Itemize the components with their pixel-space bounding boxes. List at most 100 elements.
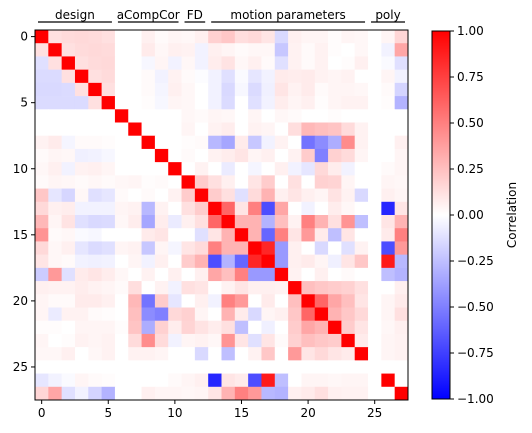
heatmap-cell [394, 386, 409, 401]
heatmap-cell [114, 109, 129, 123]
heatmap-cell [194, 360, 209, 374]
heatmap-cell [181, 82, 196, 97]
heatmap-cell [354, 30, 369, 44]
heatmap-cell [234, 254, 249, 269]
heatmap-cell [328, 347, 342, 361]
heatmap-cell [114, 294, 129, 308]
heatmap-cell [368, 56, 382, 71]
y-tick-label: 20 [13, 294, 28, 308]
heatmap-cell [248, 188, 262, 203]
x-tick-label: 5 [104, 406, 112, 420]
heatmap-cell [128, 267, 142, 282]
heatmap-cell [208, 294, 222, 308]
heatmap-cell [341, 267, 356, 282]
heatmap-cell [341, 175, 356, 189]
heatmap-cell [101, 360, 116, 374]
heatmap-cell [354, 188, 369, 203]
heatmap-cell [301, 228, 316, 242]
heatmap-cell [114, 162, 129, 176]
heatmap-cell [88, 122, 103, 137]
heatmap-cell [301, 241, 316, 256]
heatmap-cell [354, 148, 369, 163]
heatmap-cell [234, 386, 249, 401]
heatmap-cell [368, 228, 382, 242]
heatmap-cell [354, 201, 369, 216]
heatmap-cell [328, 56, 342, 71]
heatmap-cell [61, 122, 76, 137]
heatmap-cell [101, 201, 116, 216]
heatmap-cell [181, 241, 196, 256]
heatmap-cell [221, 69, 236, 84]
heatmap-cell [354, 56, 369, 71]
heatmap-cell [301, 267, 316, 282]
heatmap-cell [168, 109, 182, 123]
heatmap-cell [74, 360, 89, 374]
heatmap-cell [328, 43, 342, 57]
heatmap-cell [234, 148, 249, 163]
heatmap-cell [394, 30, 409, 44]
heatmap-cell [381, 109, 396, 123]
heatmap-cell [74, 386, 89, 401]
heatmap-cell [301, 109, 316, 123]
heatmap-cell [261, 148, 276, 163]
heatmap-cell [141, 307, 156, 322]
heatmap-cell [74, 254, 89, 269]
heatmap-cell [368, 215, 382, 229]
heatmap-cell [141, 188, 156, 203]
heatmap-cell [61, 347, 76, 361]
heatmap-cell [274, 69, 289, 84]
heatmap-cell [35, 281, 49, 295]
heatmap-cell [221, 162, 236, 176]
heatmap-cell [74, 281, 89, 295]
heatmap-cell [314, 109, 329, 123]
heatmap-cell [194, 82, 209, 97]
heatmap-cell [234, 175, 249, 189]
heatmap-cell [88, 320, 103, 335]
heatmap-cell [128, 228, 142, 242]
heatmap-cell [368, 307, 382, 322]
heatmap-cell [368, 333, 382, 348]
heatmap-cell [248, 241, 262, 256]
heatmap-cell [141, 69, 156, 84]
heatmap-cell [154, 96, 169, 110]
heatmap-cell [314, 281, 329, 295]
heatmap-cell [354, 241, 369, 256]
heatmap-cell [261, 30, 276, 44]
heatmap-cell [368, 43, 382, 57]
heatmap-cell [248, 333, 262, 348]
heatmap-cell [314, 148, 329, 163]
heatmap-cell [221, 82, 236, 97]
heatmap-cell [314, 333, 329, 348]
heatmap-cell [328, 148, 342, 163]
heatmap-cell [288, 122, 302, 137]
heatmap-cell [48, 188, 63, 203]
group-label: aCompCor [117, 8, 180, 22]
heatmap-cell [328, 122, 342, 137]
heatmap-cell [101, 96, 116, 110]
heatmap-cell [168, 201, 182, 216]
heatmap-cell [274, 294, 289, 308]
heatmap-cell [394, 43, 409, 57]
heatmap-cell [341, 56, 356, 71]
heatmap-cell [128, 162, 142, 176]
colorbar-tick-label: 0.25 [457, 162, 484, 176]
heatmap-cell [234, 162, 249, 176]
heatmap-cell [274, 135, 289, 150]
heatmap-cell [234, 69, 249, 84]
heatmap-cell [194, 201, 209, 216]
heatmap-cell [141, 347, 156, 361]
heatmap-cell [128, 30, 142, 44]
y-tick-label: 5 [20, 96, 28, 110]
heatmap-cell [234, 43, 249, 57]
heatmap-cell [168, 360, 182, 374]
heatmap-cell [394, 188, 409, 203]
heatmap-cell [101, 175, 116, 189]
heatmap-cell [314, 43, 329, 57]
heatmap-cell [61, 386, 76, 401]
heatmap-cell [88, 373, 103, 388]
heatmap-cell [208, 360, 222, 374]
heatmap-cell [154, 82, 169, 97]
heatmap-cell [61, 43, 76, 57]
heatmap-cell [354, 109, 369, 123]
heatmap-cell [48, 82, 63, 97]
